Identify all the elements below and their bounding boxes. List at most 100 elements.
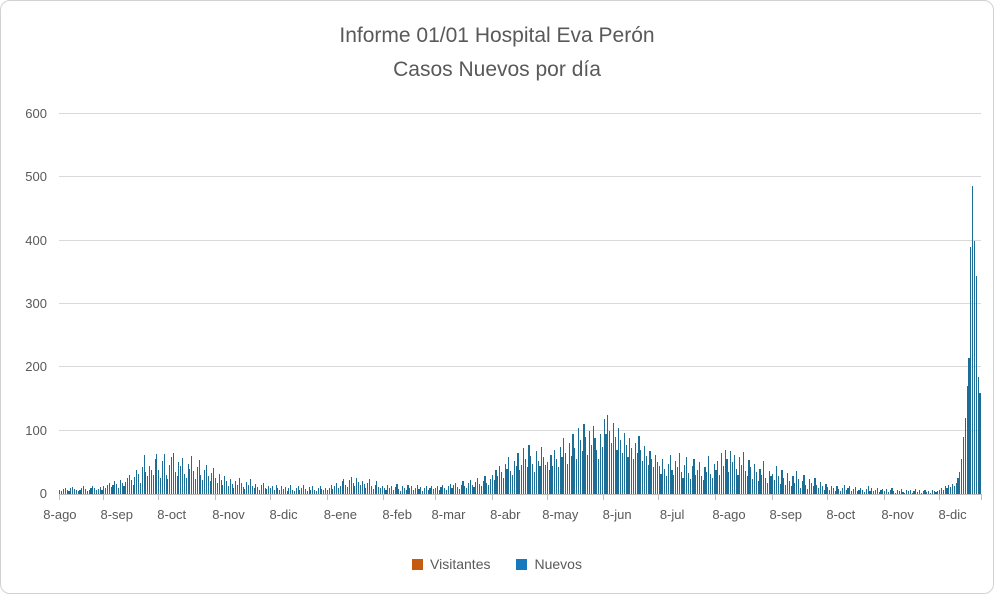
bar-nuevos-day-481 [940,487,942,494]
bar-nuevos-day-189 [405,489,407,494]
bar-nuevos-day-220 [462,481,464,494]
bar-nuevos-day-216 [455,482,457,494]
bar-nuevos-day-482 [942,490,944,494]
bar-nuevos-day-349 [698,462,701,494]
bar-nuevos-day-52 [154,459,156,494]
bar-nuevos-day-364 [726,459,728,494]
bar-nuevos-day-412 [814,477,816,494]
bar-nuevos-day-155 [343,478,345,494]
bar-nuevos-day-300 [609,430,611,494]
bar-nuevos-day-255 [526,467,528,494]
x-tick-label-1: 8-sep [100,507,133,522]
bar-nuevos-day-14 [84,488,86,494]
bar-nuevos-day-62 [172,452,174,494]
bar-nuevos-day-369 [735,468,737,494]
x-axis-tick-mark [59,495,60,500]
bar-nuevos-day-280 [572,433,574,494]
bar-nuevos-day-416 [821,485,823,494]
bar-nuevos-day-131 [299,490,301,494]
bar-nuevos-day-283 [577,427,580,494]
bar-nuevos-day-315 [636,452,638,494]
bar-nuevos-day-16 [88,489,90,494]
bar-nuevos-day-471 [922,491,924,494]
nuevos-swatch-icon [516,558,528,570]
bar-nuevos-day-294 [598,458,600,494]
bar-nuevos-day-391 [775,466,778,494]
bar-nuevos-day-134 [304,488,306,494]
bar-nuevos-day-116 [271,486,273,494]
bar-nuevos-day-70 [187,463,189,494]
bar-nuevos-day-385 [764,477,767,494]
bar-nuevos-day-65 [178,462,180,494]
bar-nuevos-day-322 [649,450,651,494]
bar-nuevos-day-370 [737,475,739,494]
bar-nuevos-day-153 [339,485,341,494]
bar-nuevos-day-424 [836,486,838,494]
bar-nuevos-day-71 [189,468,191,494]
bar-nuevos-day-18 [92,485,94,494]
bar-nuevos-day-208 [440,487,442,494]
legend-entry-visitantes[interactable]: Visitantes [412,556,490,572]
bar-nuevos-day-97 [237,484,239,494]
bar-nuevos-day-112 [264,487,266,494]
y-tick-label-300: 300 [25,296,47,311]
bar-nuevos-day-237 [493,480,495,494]
bar-nuevos-day-124 [286,490,288,494]
chart-title-line1: Informe 01/01 Hospital Eva Perón [339,24,655,47]
bar-nuevos-day-453 [889,490,891,494]
bar-nuevos-day-79 [204,469,206,494]
x-tick-label-13: 8-sep [769,507,803,522]
bar-nuevos-day-337 [676,467,679,494]
bar-nuevos-day-488 [953,485,955,494]
bar-nuevos-day-476 [931,490,933,494]
bar-nuevos-day-236 [491,475,493,494]
legend-entry-nuevos[interactable]: Nuevos [516,556,582,572]
x-tick-label-9: 8-may [542,507,579,522]
bar-nuevos-day-402 [796,471,798,494]
bar-nuevos-day-336 [675,461,677,494]
bar-nuevos-day-123 [284,487,286,494]
bar-nuevos-day-433 [852,488,855,494]
bar-nuevos-day-129 [295,487,297,494]
bar-nuevos-day-299 [607,414,609,494]
bar-nuevos-day-95 [233,487,235,494]
bar-nuevos-day-494 [964,418,966,494]
bar-nuevos-day-244 [506,468,508,494]
x-axis-tick-mark [270,495,271,500]
bar-nuevos-day-207 [438,489,440,494]
bar-nuevos-day-201 [427,489,429,494]
bar-nuevos-day-469 [918,490,921,494]
bar-nuevos-day-203 [431,486,433,494]
bar-nuevos-day-5 [68,490,70,494]
bar-nuevos-day-306 [620,440,622,494]
bar-nuevos-day-105 [251,486,253,494]
bar-nuevos-day-330 [664,468,666,494]
gridline-400 [59,239,981,241]
bar-nuevos-day-440 [865,488,867,494]
bar-nuevos-day-72 [191,456,193,494]
bar-nuevos-day-478 [935,492,937,494]
bar-nuevos-day-20 [95,490,97,494]
bar-nuevos-day-452 [887,492,889,494]
x-tick-label-8: 8-abr [490,507,521,522]
bar-nuevos-day-400 [792,476,794,494]
bar-nuevos-day-301 [610,443,613,494]
bar-nuevos-day-27 [108,482,110,494]
legend: Visitantes Nuevos [1,553,993,575]
bar-nuevos-day-486 [950,487,952,494]
bar-nuevos-day-345 [691,466,693,494]
bar-nuevos-day-147 [328,487,330,494]
y-tick-label-100: 100 [25,422,47,438]
bar-nuevos-day-188 [403,487,405,494]
gridline-100 [59,429,981,431]
bar-nuevos-day-143 [321,488,323,494]
x-axis-tick-mark [158,495,159,500]
bar-nuevos-day-483 [944,486,946,494]
bar-nuevos-day-171 [372,488,374,494]
bar-nuevos-day-297 [603,419,605,494]
bar-nuevos-day-93 [229,478,231,494]
bar-nuevos-day-323 [651,459,653,494]
bar-nuevos-day-81 [207,476,209,494]
bar-nuevos-day-247 [511,475,514,494]
bar-nuevos-day-197 [420,487,422,494]
